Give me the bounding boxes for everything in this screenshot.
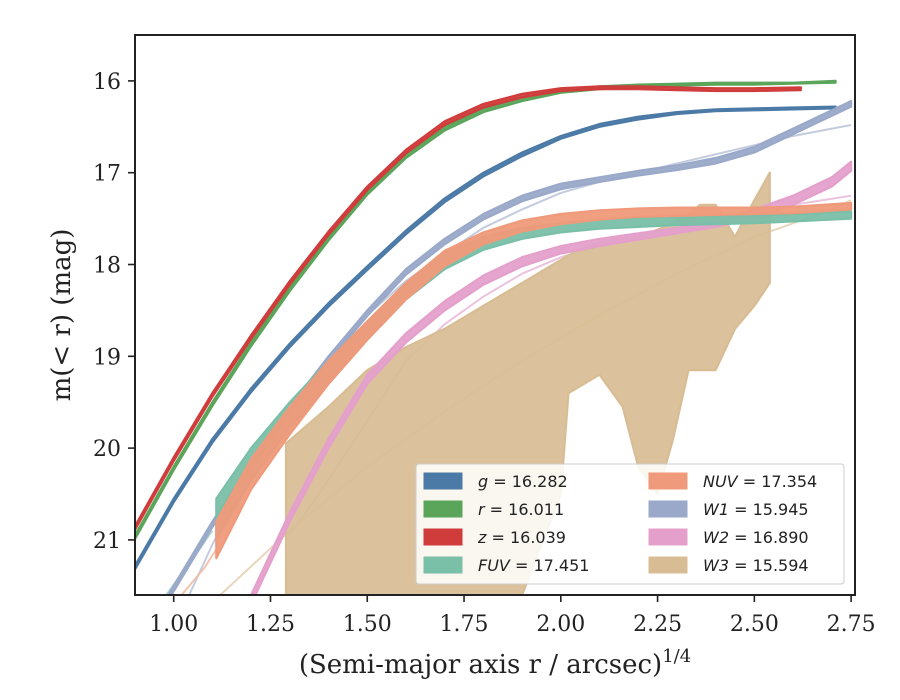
x-tick-label: 2.75: [827, 612, 876, 637]
series-band-4: [215, 201, 853, 560]
x-tick-label: 2.25: [633, 612, 682, 637]
x-tick-label: 1.75: [440, 612, 489, 637]
series-band-2: [135, 85, 802, 531]
legend-swatch: [423, 556, 463, 574]
legend-swatch: [648, 472, 688, 490]
x-axis-label-superscript: 1/4: [662, 646, 691, 667]
model-line-11: [180, 548, 218, 595]
x-tick-label: 2.00: [536, 612, 585, 637]
legend-frame: [415, 463, 845, 585]
legend: g = 16.282 r = 16.011 z = 16.039 FUV = 17.4…: [415, 463, 845, 585]
y-tick-label: 17: [93, 162, 121, 187]
series-band-6: [250, 160, 853, 595]
x-tick-label: 1.00: [149, 612, 198, 637]
plot-frame: [134, 34, 856, 596]
legend-swatch: [423, 472, 463, 490]
y-tick-label: 16: [93, 70, 121, 95]
legend-swatch: [423, 528, 463, 546]
series-band-7: [284, 171, 771, 595]
y-axis-label: m(< r) (mag): [47, 229, 77, 402]
legend-label: NUV = 17.354: [703, 472, 817, 491]
legend-label: r = 16.011: [478, 500, 564, 519]
legend-swatch: [648, 500, 688, 518]
legend-swatch: [423, 500, 463, 518]
legend-swatch: [648, 556, 688, 574]
legend-swatch: [648, 528, 688, 546]
legend-label: FUV = 17.451: [478, 556, 589, 575]
legend-label: z = 16.039: [477, 528, 566, 547]
x-tick-label: 2.50: [730, 612, 779, 637]
legend-label: W2 = 16.890: [703, 528, 809, 547]
ticks-layer: 1.00 1.25 1.50 1.75 2.00 2.25 2.50 2.75 16 17 18 19…: [93, 70, 876, 637]
legend-label: W3 = 15.594: [703, 556, 809, 575]
y-tick-label: 20: [93, 437, 121, 462]
series-layer: [135, 79, 853, 595]
y-tick-label: 21: [93, 529, 121, 554]
x-tick-label: 1.25: [246, 612, 295, 637]
x-axis-label: (Semi-major axis r / arcsec)1/4: [299, 646, 691, 680]
y-tick-label: 18: [93, 254, 121, 279]
legend-label: g = 16.282: [478, 472, 568, 491]
y-tick-label: 19: [93, 345, 121, 370]
legend-label: W1 = 15.945: [703, 500, 809, 519]
x-tick-label: 1.50: [343, 612, 392, 637]
